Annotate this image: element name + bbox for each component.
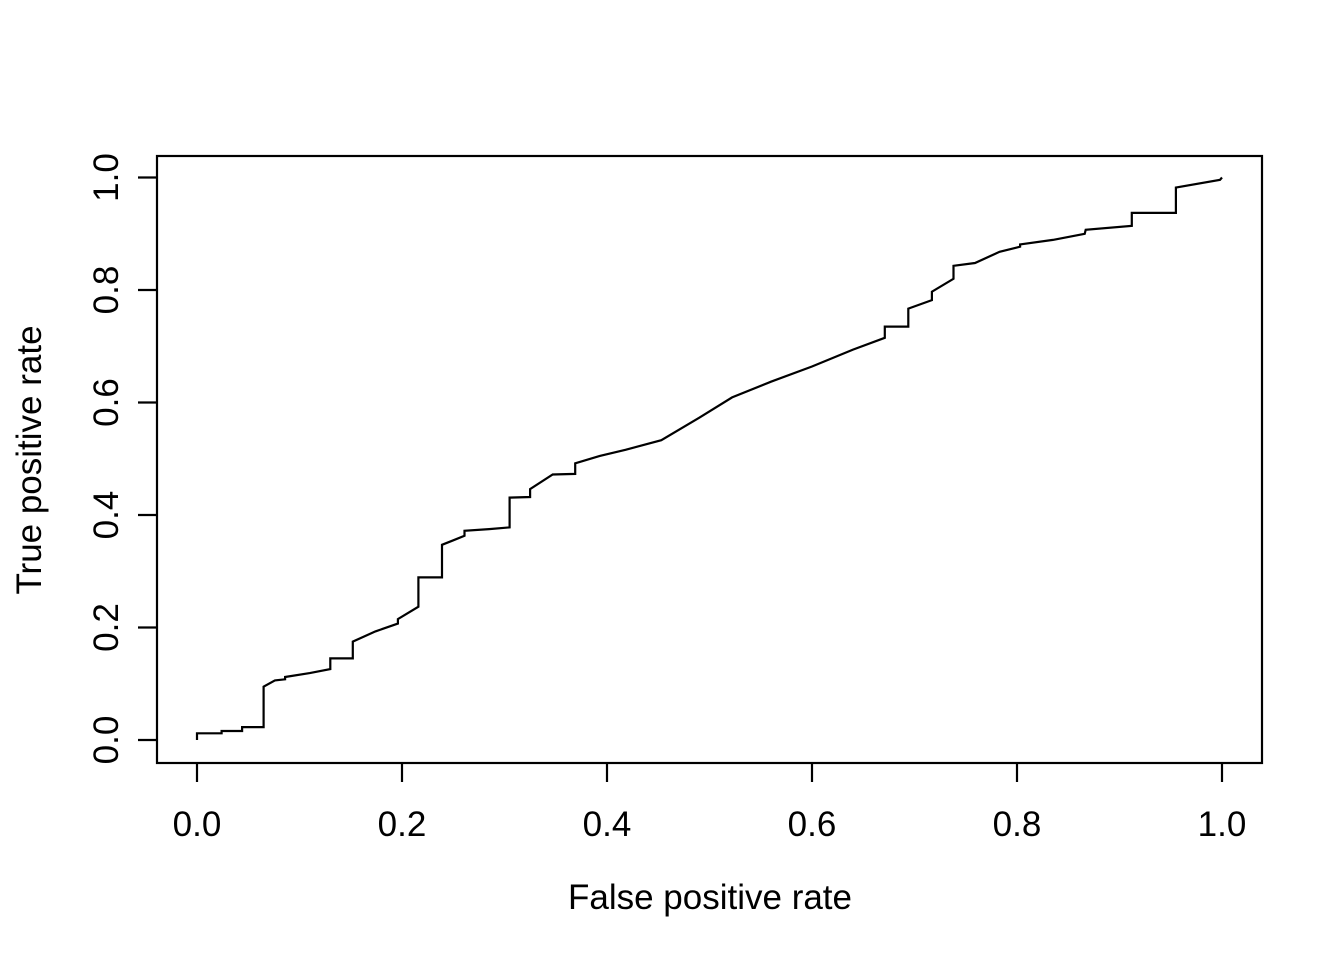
plot-frame: [155, 154, 1264, 765]
y-tick-label: 0.4: [87, 491, 126, 540]
y-tick-label: 1.0: [87, 153, 126, 202]
y-axis-title: True positive rate: [10, 325, 49, 594]
x-tick-label: 0.6: [788, 805, 837, 844]
x-tick-label: 0.8: [993, 805, 1042, 844]
y-tick-label: 0.6: [87, 378, 126, 427]
roc-curve-line: [195, 176, 1223, 740]
y-tick-label: 0.0: [87, 716, 126, 765]
x-axis-title: False positive rate: [568, 878, 852, 917]
x-tick-label: 0.4: [583, 805, 632, 844]
x-tick-label: 0.2: [378, 805, 427, 844]
x-tick-label: 0.0: [173, 805, 222, 844]
y-tick-label: 0.8: [87, 266, 126, 315]
x-tick-label: 1.0: [1198, 805, 1247, 844]
y-tick-label: 0.2: [87, 603, 126, 652]
